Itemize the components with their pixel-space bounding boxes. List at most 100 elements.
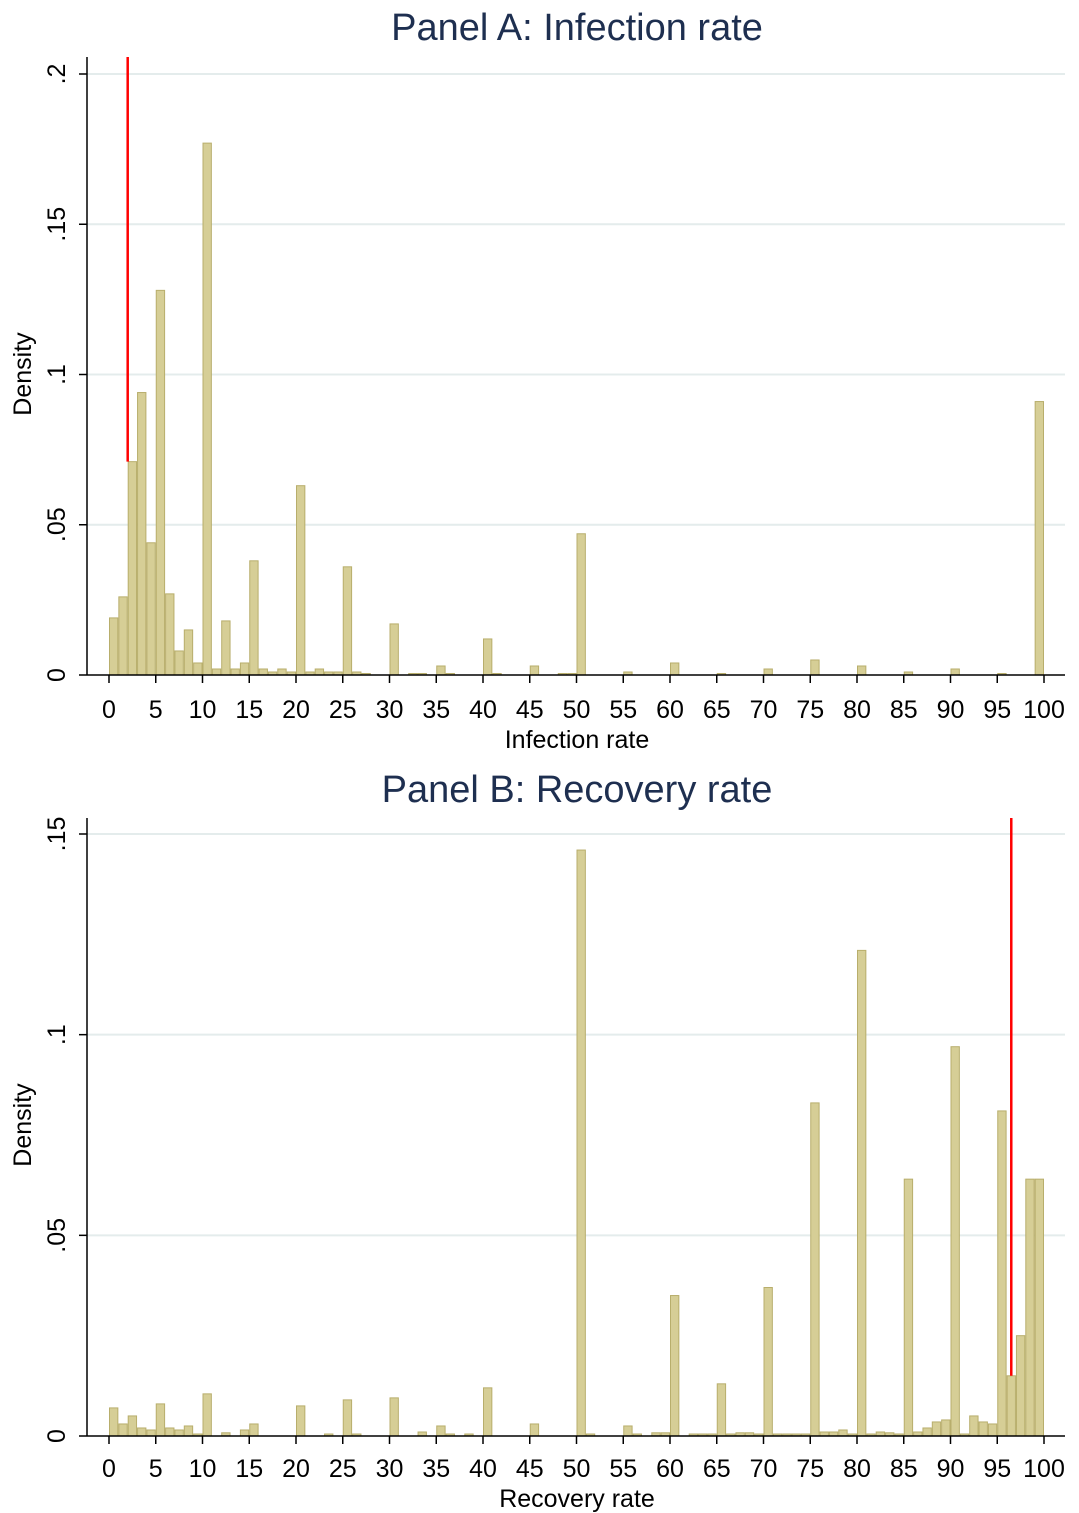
panel-a-x-tick-label: 85 xyxy=(890,696,918,724)
panel-a-x-tick-label: 80 xyxy=(843,696,871,724)
panel-b-x-tick-label: 80 xyxy=(843,1455,871,1483)
panel-b-bar xyxy=(389,1397,399,1437)
panel-b-y-tick-label: .15 xyxy=(43,817,71,852)
panel-a-bar xyxy=(342,566,353,676)
panel-a-y-tick-label: .15 xyxy=(43,207,71,242)
panel-a-bar xyxy=(211,668,222,676)
panel-b-bar xyxy=(109,1407,119,1437)
panel-a-bar xyxy=(165,593,175,676)
panel-a-bar xyxy=(810,659,820,676)
panel-a-bar xyxy=(221,620,231,676)
panel-a-bar xyxy=(127,461,138,676)
panel-b-bar xyxy=(296,1405,306,1437)
panel-b-x-tick-label: 75 xyxy=(796,1455,824,1483)
panel-b-bars xyxy=(109,849,1045,1437)
panel-a-bar xyxy=(763,668,773,676)
panel-b-x-ticks: 0 5 10 15 20 25 30 35 40 45 50 55 60 65 70 75 80 85 90 95 10… xyxy=(102,1436,1065,1483)
panel-b-x-tick-label: 20 xyxy=(282,1455,310,1483)
panel-b-bar xyxy=(183,1425,194,1437)
panel-b-x-tick-label: 10 xyxy=(189,1455,217,1483)
panel-b-bar xyxy=(436,1425,446,1437)
panel-b-bar xyxy=(155,1403,166,1437)
panel-b-x-tick-label: 0 xyxy=(102,1455,116,1483)
panel-a-bar xyxy=(296,485,306,676)
panel-b-bar xyxy=(838,1429,848,1437)
panel-a-bars xyxy=(109,142,1045,676)
panel-a-y-tick-label: .05 xyxy=(43,507,71,542)
panel-b-bar xyxy=(249,1423,259,1437)
panel-a-y-tick-label: .2 xyxy=(43,64,71,85)
panel-a-bar xyxy=(258,668,268,676)
panel-b-bar xyxy=(174,1429,184,1437)
panel-a-bar xyxy=(277,668,287,676)
panel-b-bar xyxy=(922,1427,932,1437)
panel-b-bar xyxy=(903,1178,914,1437)
panel-b-x-tick-label: 35 xyxy=(422,1455,450,1483)
panel-a-bar xyxy=(857,665,867,676)
panel-a-y-tick-label: .1 xyxy=(43,364,71,385)
panel-b-bar xyxy=(810,1102,820,1437)
panel-a-bar xyxy=(1034,401,1045,676)
panel-a-x-tick-label: 15 xyxy=(235,696,263,724)
panel-b-bar xyxy=(342,1399,353,1437)
panel-b-bar xyxy=(202,1393,212,1437)
panel-b-bar xyxy=(483,1387,493,1437)
panel-b-x-tick-label: 100 xyxy=(1023,1455,1065,1483)
panel-b-y-axis-label: Density xyxy=(9,1083,37,1167)
panel-a-bar xyxy=(202,142,212,676)
panel-a-x-tick-label: 35 xyxy=(422,696,450,724)
panel-a-bar xyxy=(576,533,586,676)
panel-a-bar xyxy=(670,662,680,676)
panel-a-title: Panel A: Infection rate xyxy=(391,7,763,49)
panel-a-bar xyxy=(249,560,259,676)
panel-a-bar xyxy=(193,662,203,676)
panel-a-x-tick-label: 5 xyxy=(149,696,163,724)
panel-b-x-tick-label: 60 xyxy=(656,1455,684,1483)
panel-a-x-tick-label: 25 xyxy=(329,696,357,724)
panel-b-bar xyxy=(763,1287,773,1437)
panel-b-bar xyxy=(623,1425,633,1437)
panel-b-x-tick-label: 90 xyxy=(937,1455,965,1483)
panel-b-x-tick-label: 15 xyxy=(235,1455,263,1483)
panel-b-bar xyxy=(127,1415,138,1437)
panel-b-bar xyxy=(146,1429,156,1437)
panel-a-x-tick-label: 60 xyxy=(656,696,684,724)
panel-b-x-tick-label: 55 xyxy=(609,1455,637,1483)
panel-b-x-tick-label: 45 xyxy=(516,1455,544,1483)
panel-a-bar xyxy=(146,542,156,676)
panel-b-x-tick-label: 70 xyxy=(750,1455,778,1483)
panel-b-x-tick-label: 5 xyxy=(149,1455,163,1483)
panel-b-y-ticks: 0 .05 .1 .15 xyxy=(43,817,87,1443)
panel-b-bar xyxy=(670,1295,680,1437)
panel-b-y-tick-label: .1 xyxy=(43,1024,71,1045)
panel-a-bar xyxy=(389,623,399,676)
panel-b-bar xyxy=(529,1423,540,1437)
panel-b-bar xyxy=(941,1419,951,1437)
panel-a-bar xyxy=(436,665,446,676)
panel-a-bar xyxy=(239,662,250,676)
panel-b-bar xyxy=(1025,1178,1035,1437)
panel-a-x-tick-label: 55 xyxy=(609,696,637,724)
panel-b-x-tick-label: 25 xyxy=(329,1455,357,1483)
panel-a-x-tick-label: 10 xyxy=(189,696,217,724)
panel-b-bar xyxy=(137,1427,147,1437)
panel-a-x-ticks: 0 5 10 15 20 25 30 35 40 45 50 55 60 65 70 75 80 85 90 95 10… xyxy=(102,675,1065,724)
panel-a-x-tick-label: 65 xyxy=(703,696,731,724)
panel-a-x-tick-label: 20 xyxy=(282,696,310,724)
panel-b-bar xyxy=(997,1110,1007,1437)
panel-b-bar xyxy=(1006,1375,1016,1437)
panel-a-gridlines xyxy=(87,73,1065,526)
panel-b-title: Panel B: Recovery rate xyxy=(382,769,773,811)
panel-a-bar xyxy=(483,638,493,676)
panel-a-y-axis-label: Density xyxy=(9,332,37,416)
panel-b-bar xyxy=(969,1415,979,1437)
panel-a-y-ticks: 0 .05 .1 .15 .2 xyxy=(43,64,87,682)
panel-b-bar xyxy=(857,949,867,1437)
panel-a-x-tick-label: 90 xyxy=(937,696,965,724)
panel-b-bar xyxy=(118,1423,128,1437)
panel-b-bar xyxy=(931,1421,942,1437)
panel-b-bar xyxy=(716,1383,727,1437)
panel-a-bar xyxy=(109,617,119,676)
panel-a-bar xyxy=(174,650,184,676)
panel-b: Panel B: Recovery rate 0 .05 .1 .15 0 5 10 15 2… xyxy=(9,769,1065,1513)
